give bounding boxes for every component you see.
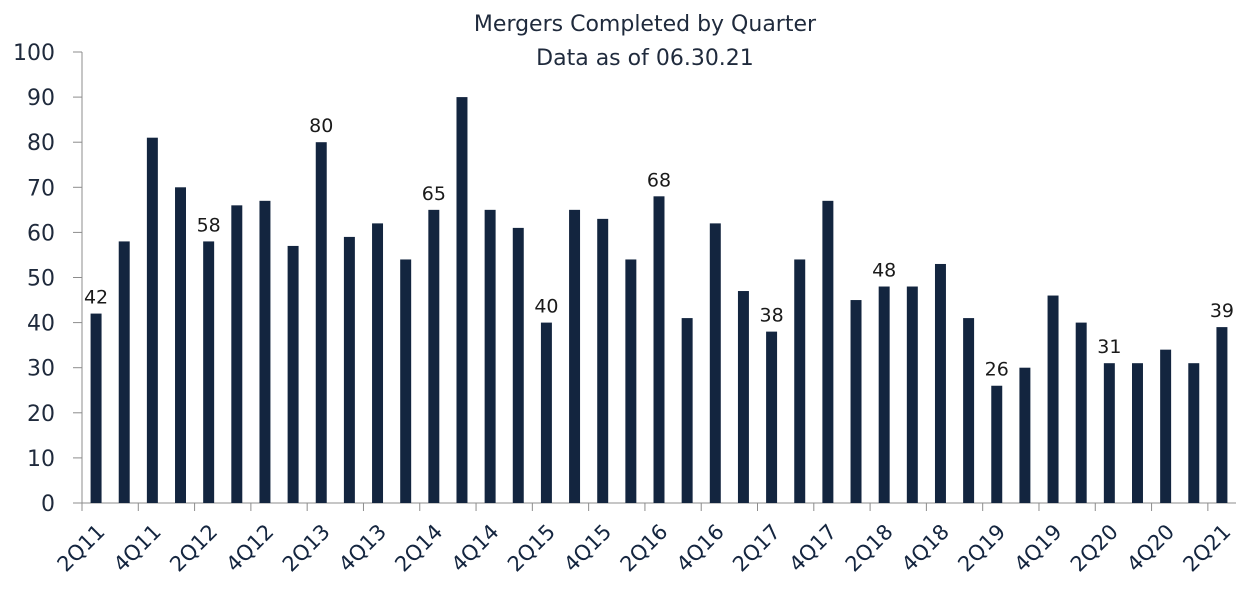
bar-1Q14 (400, 259, 412, 503)
bar-2Q17 (766, 331, 778, 503)
y-tick-label: 20 (27, 402, 55, 427)
x-tick-label: 4Q19 (1010, 520, 1067, 577)
y-tick-label: 90 (27, 86, 55, 111)
bar-2Q13 (315, 142, 327, 503)
x-tick-label: 2Q13 (278, 520, 335, 577)
x-tick-label: 4Q17 (784, 520, 841, 577)
x-tick-label: 2Q11 (53, 520, 110, 577)
data-label-2Q12: 58 (197, 214, 221, 236)
data-label-2Q13: 80 (309, 115, 333, 137)
bar-4Q11 (146, 137, 158, 503)
bar-2Q20 (1103, 363, 1115, 503)
data-label-2Q14: 65 (422, 183, 446, 205)
y-tick-label: 40 (27, 312, 55, 337)
x-tick-label: 4Q14 (447, 520, 504, 577)
y-tick-label: 60 (27, 221, 55, 246)
data-label-2Q15: 40 (534, 296, 558, 318)
bar-1Q20 (1075, 322, 1087, 503)
bar-1Q16 (625, 259, 637, 503)
bar-4Q19 (1047, 295, 1059, 503)
bar-1Q12 (175, 187, 187, 504)
x-tick-label: 2Q19 (953, 520, 1010, 577)
data-label-2Q16: 68 (647, 169, 671, 191)
x-tick-label: 2Q16 (616, 520, 673, 577)
bar-4Q20 (1160, 349, 1172, 503)
y-tick-label: 30 (27, 357, 55, 382)
bar-2Q16 (653, 196, 665, 503)
bar-1Q15 (512, 227, 524, 503)
y-tick-label: 50 (27, 267, 55, 292)
bar-3Q19 (1019, 367, 1031, 503)
bar-3Q13 (343, 236, 355, 503)
chart-title: Mergers Completed by Quarter (474, 12, 817, 37)
bar-4Q16 (709, 223, 721, 503)
bar-4Q14 (484, 209, 496, 503)
x-tick-label: 4Q13 (334, 520, 391, 577)
x-tick-label: 2Q20 (1066, 520, 1123, 577)
x-tick-label: 4Q11 (109, 520, 166, 577)
bar-1Q17 (737, 291, 749, 503)
x-tick-label: 2Q18 (841, 520, 898, 577)
y-tick-label: 100 (13, 41, 55, 66)
data-label-2Q21: 39 (1210, 300, 1234, 322)
x-tick-label: 2Q14 (390, 520, 447, 577)
y-tick-label: 10 (27, 447, 55, 472)
y-tick-label: 0 (41, 492, 55, 517)
bar-2Q11 (90, 313, 102, 503)
data-label-2Q17: 38 (759, 305, 783, 327)
bar-2Q21 (1216, 327, 1228, 503)
y-axis: 0 10 20 30 40 50 60 70 80 90 100 (13, 41, 83, 517)
bar-1Q19 (963, 318, 975, 503)
data-label-2Q11: 42 (84, 287, 108, 309)
bar-3Q18 (906, 286, 918, 503)
x-tick-label: 2Q15 (503, 520, 560, 577)
y-tick-label: 80 (27, 131, 55, 156)
x-tick-label: 4Q16 (672, 520, 729, 577)
data-labels: 42 58 80 65 40 68 38 48 26 31 39 (84, 115, 1234, 381)
data-label-2Q19: 26 (985, 359, 1009, 381)
bar-3Q11 (118, 241, 130, 504)
chart-subtitle: Data as of 06.30.21 (536, 46, 754, 71)
bar-3Q12 (231, 205, 243, 503)
x-tick-label: 2Q21 (1178, 520, 1235, 577)
bar-4Q18 (934, 263, 946, 503)
bar-2Q14 (428, 209, 440, 503)
x-tick-label: 2Q17 (728, 520, 785, 577)
bar-3Q20 (1131, 363, 1143, 503)
bar-1Q13 (287, 245, 299, 503)
x-tick-label: 4Q15 (559, 520, 616, 577)
data-label-2Q20: 31 (1097, 336, 1121, 358)
bar-4Q13 (372, 223, 384, 503)
bar-4Q15 (597, 218, 609, 503)
bar-3Q16 (681, 318, 693, 503)
bar-3Q14 (456, 97, 468, 503)
bar-2Q18 (878, 286, 890, 503)
bar-2Q15 (540, 322, 552, 503)
x-tick-label: 4Q20 (1122, 520, 1179, 577)
bar-1Q21 (1188, 363, 1200, 503)
x-tick-label: 4Q12 (221, 520, 278, 577)
bar-3Q15 (569, 209, 581, 503)
bar-3Q17 (794, 259, 806, 503)
x-tick-label: 4Q18 (897, 520, 954, 577)
bars (90, 97, 1228, 504)
y-tick-label: 70 (27, 176, 55, 201)
bar-4Q12 (259, 200, 271, 503)
x-tick-label: 2Q12 (165, 520, 222, 577)
bar-1Q18 (850, 300, 862, 503)
bar-2Q19 (991, 385, 1003, 503)
x-axis: 2Q11 4Q11 2Q12 4Q12 2Q13 4Q13 2Q14 4Q14 2Q15 4Q15… (53, 502, 1236, 577)
bar-4Q17 (822, 200, 834, 503)
data-label-2Q18: 48 (872, 260, 896, 282)
bar-2Q12 (203, 241, 215, 504)
